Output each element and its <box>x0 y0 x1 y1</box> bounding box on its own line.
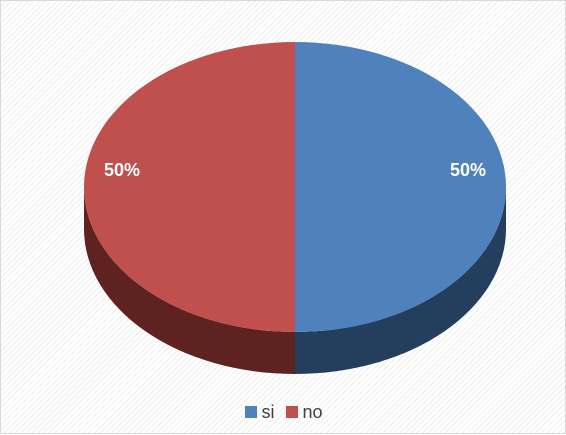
pie-side-no <box>84 187 295 374</box>
pie-sides <box>84 187 506 374</box>
data-label-no: 50% <box>104 160 140 180</box>
pie-slices <box>84 42 506 332</box>
pie-data-labels: 50% 50% <box>104 160 486 180</box>
legend: si no <box>1 400 566 424</box>
legend-item-no: no <box>286 402 323 422</box>
legend-swatch-no <box>286 406 299 418</box>
legend-label-si: si <box>261 402 275 422</box>
data-label-si: 50% <box>450 160 486 180</box>
pie-slice-no <box>84 42 295 332</box>
legend-label-no: no <box>302 402 323 422</box>
legend-swatch-si <box>245 406 258 418</box>
legend-item-si: si <box>245 402 274 422</box>
pie-side-si <box>295 187 506 374</box>
pie-slice-si <box>295 42 506 332</box>
